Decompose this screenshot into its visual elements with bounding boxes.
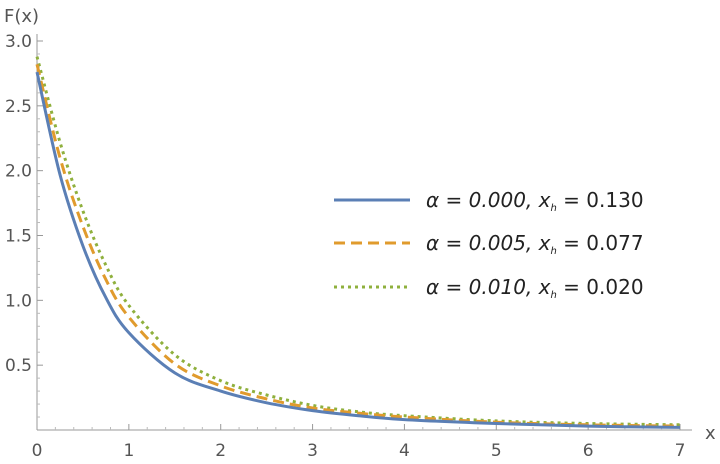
y-tick-label: 1.5 bbox=[5, 227, 32, 247]
y-tick-label: 1.0 bbox=[5, 291, 32, 311]
y-tick-label: 3.0 bbox=[5, 32, 32, 52]
y-tick-label: 2.0 bbox=[5, 162, 32, 182]
legend-entry-label: α = 0.010, xh = 0.020 bbox=[426, 275, 644, 301]
x-axis-title: x bbox=[705, 423, 716, 444]
x-tick-label: 0 bbox=[32, 441, 43, 461]
y-axis-title: F(x) bbox=[4, 6, 39, 27]
curves bbox=[35, 56, 681, 429]
y-tick-label: 2.5 bbox=[5, 97, 32, 117]
legend: α = 0.000, xh = 0.130 α = 0.005, xh = 0.0… bbox=[334, 188, 644, 301]
x-tick-label: 5 bbox=[491, 441, 502, 461]
x-tick-label: 7 bbox=[675, 441, 686, 461]
x-tick-label: 4 bbox=[399, 441, 410, 461]
series-line-solid bbox=[35, 71, 681, 429]
y-tick-label: 0.5 bbox=[5, 356, 32, 376]
axes: 0 1 2 3 4 5 6 7 0.5 1.0 1.5 2.0 2.5 3.0 bbox=[5, 32, 692, 461]
legend-entry-label: α = 0.005, xh = 0.077 bbox=[426, 231, 644, 257]
legend-entry-label: α = 0.000, xh = 0.130 bbox=[426, 188, 644, 214]
x-tick-label: 6 bbox=[583, 441, 594, 461]
x-tick-label: 2 bbox=[215, 441, 226, 461]
x-tick-label: 1 bbox=[123, 441, 134, 461]
x-tick-label: 3 bbox=[307, 441, 318, 461]
